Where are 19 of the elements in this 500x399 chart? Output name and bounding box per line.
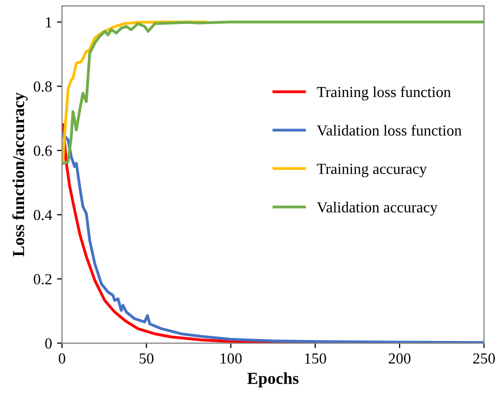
- y-tick-label: 1: [46, 17, 52, 28]
- x-tick-label: 200: [388, 353, 410, 364]
- x-tick-label: 100: [220, 353, 242, 364]
- legend-label: Training accuracy: [316, 164, 427, 178]
- legend-label: Training loss function: [316, 86, 451, 100]
- y-tick-label: 0: [45, 338, 52, 349]
- line-series: [62, 20, 484, 165]
- y-tick-label: 0.4: [34, 210, 52, 220]
- legend-label: Validation loss function: [316, 124, 462, 136]
- y-tick-label: 0.2: [34, 274, 52, 284]
- y-tick-label: 0.6: [34, 146, 52, 156]
- x-tick-label: 150: [305, 353, 326, 364]
- legend-label: Validation accuracy: [316, 202, 438, 216]
- x-tick-label: 250: [473, 353, 495, 364]
- x-tick-label: 50: [140, 353, 154, 364]
- y-tick-label: 0.8: [34, 81, 52, 92]
- x-axis-title: Epochs: [247, 372, 299, 388]
- x-tick-label: 0: [58, 353, 66, 364]
- y-axis-title: Loss function/accuracy: [12, 92, 28, 256]
